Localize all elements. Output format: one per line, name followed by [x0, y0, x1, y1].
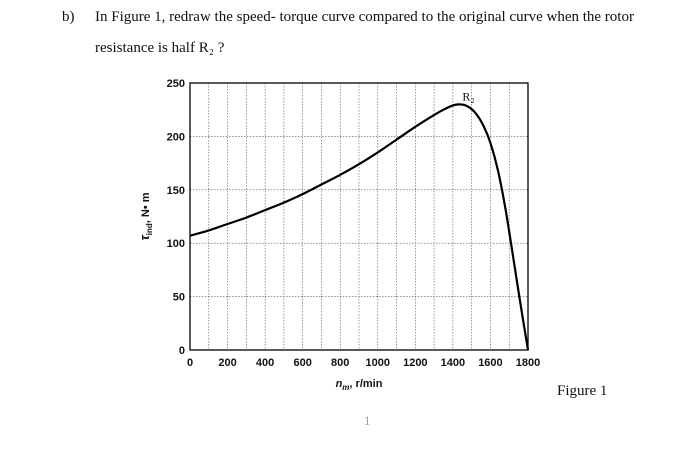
x-tick-label: 1000 — [366, 357, 390, 369]
figure-caption: Figure 1 — [557, 383, 608, 399]
tick-labels: 0 200 400 600 800 1000 1200 1400 1600 1800 0 50 100 1… — [167, 78, 541, 369]
x-tick-label: 0 — [187, 357, 193, 369]
plot-frame — [189, 82, 529, 351]
x-tick-label: 1200 — [403, 357, 427, 369]
y-tick-label: 150 — [167, 185, 185, 197]
x-tick-label: 400 — [256, 357, 274, 369]
y-tick-label: 0 — [179, 345, 185, 357]
x-tick-label: 200 — [218, 357, 236, 369]
x-tick-label: 1600 — [478, 357, 502, 369]
y-tick-label: 100 — [167, 238, 185, 250]
page-number: 1 — [364, 413, 371, 428]
question-prefix: b) — [62, 9, 75, 25]
x-axis-title: nm, r/min — [336, 378, 383, 392]
x-tick-label: 800 — [331, 357, 349, 369]
y-tick-label: 250 — [167, 78, 185, 90]
y-axis-title: τind, N• m — [137, 192, 154, 240]
question-line-1-text: In Figure 1, redraw the speed- torque cu… — [95, 9, 634, 25]
question-text: b) In Figure 1, redraw the speed- torque … — [62, 2, 692, 64]
x-tick-label: 1800 — [516, 357, 540, 369]
y-tick-label: 50 — [173, 292, 185, 304]
y-tick-label: 200 — [167, 131, 185, 143]
question-line-2: resistance is half R₂ ? — [95, 40, 225, 56]
x-tick-label: 600 — [293, 357, 311, 369]
grid — [190, 83, 528, 350]
x-tick-label: 1400 — [441, 357, 465, 369]
series-r2-curve — [189, 103, 530, 351]
question-line-1: b) In Figure 1, redraw the speed- torque … — [62, 2, 692, 33]
series-r2-label: R₂ — [462, 89, 474, 103]
